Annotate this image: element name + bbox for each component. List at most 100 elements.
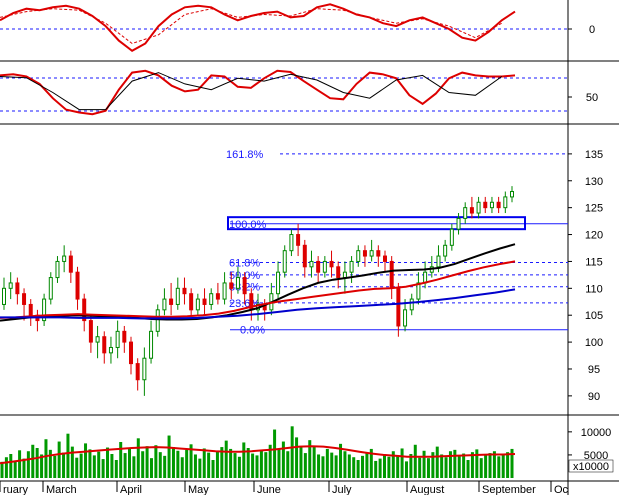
candle-body (469, 207, 474, 214)
candle-body (356, 250, 361, 262)
volume-multiplier-box (568, 459, 614, 473)
candle-body (195, 298, 200, 311)
oscillator-2-series-line (0, 69, 516, 116)
volume-bar (317, 454, 321, 478)
volume-bar (312, 446, 316, 478)
volume-bar (128, 448, 131, 478)
volume-bar (303, 453, 307, 478)
volume-bar (435, 446, 439, 478)
volume-bar (202, 448, 206, 478)
candle-body (369, 250, 374, 257)
volume-bar (378, 458, 382, 478)
candle-body (55, 260, 60, 279)
volume-bar (334, 455, 338, 478)
volume-bar (88, 449, 92, 478)
candle-body (329, 260, 334, 268)
candle-body (483, 201, 488, 209)
oscillator-1-series-line (0, 8, 503, 45)
candle-body (316, 260, 321, 273)
candle-body (175, 287, 180, 305)
candle-body (48, 277, 53, 300)
volume-bar (136, 438, 140, 478)
candle-body (142, 357, 147, 381)
candle-body (503, 196, 508, 209)
x-tick-label: Oc (554, 484, 569, 495)
y-tick-label: 105 (585, 310, 603, 322)
oscillator-1-series-line (0, 3, 516, 52)
volume-bar (374, 460, 378, 478)
candle-body (242, 277, 247, 295)
volume-bar (418, 457, 422, 478)
volume-bar (281, 441, 285, 478)
volume-bar (4, 457, 8, 478)
candle-body (189, 293, 194, 311)
candle-body (396, 287, 401, 327)
oscillator-1-panel (0, 3, 568, 52)
candle-body (456, 217, 461, 230)
volume-bar (277, 448, 281, 478)
volume-bar (325, 448, 329, 478)
volume-bar (44, 439, 48, 478)
volume-bar (479, 458, 483, 478)
volume-bar (501, 453, 505, 478)
candle-body (235, 277, 240, 289)
candle-body (108, 346, 113, 354)
x-tick-label: June (257, 484, 281, 495)
volume-bar (387, 456, 391, 478)
volume-bar (510, 448, 514, 478)
volume-bar (391, 451, 395, 478)
x-tick-label: ruary (3, 484, 29, 495)
candle-body (362, 250, 367, 257)
candle-body (376, 250, 381, 257)
candle-body (68, 255, 73, 273)
candle-body (202, 298, 207, 305)
x-tick-label: March (46, 484, 77, 495)
candle-body (409, 298, 414, 311)
oscillator-2-series-line (0, 72, 503, 111)
volume-bar (242, 442, 246, 478)
candle-body (135, 363, 140, 381)
volume-bar (475, 449, 479, 478)
volume-bar (321, 456, 325, 478)
candle-body (75, 271, 80, 300)
y-tick-label: 0 (589, 24, 595, 36)
moving-average-line (0, 243, 516, 322)
volume-bar (215, 451, 219, 478)
candle-body (496, 201, 501, 209)
candle-body (95, 336, 100, 343)
volume-bar (462, 453, 466, 478)
candle-body (302, 244, 307, 268)
oscillator-2-panel (0, 69, 568, 116)
candle-body (463, 207, 468, 219)
candle-body (149, 330, 154, 359)
volume-bar (145, 446, 149, 478)
volume-bar (207, 452, 211, 478)
volume-bar (123, 453, 127, 478)
volume-bar (383, 454, 386, 478)
volume-bar (422, 450, 426, 478)
y-tick-label: 90 (588, 391, 600, 403)
candle-body (383, 255, 387, 262)
volume-bar (444, 457, 448, 478)
fibonacci-level-label: 0.0% (240, 325, 265, 337)
y-tick-label: 50 (586, 92, 598, 104)
candle-body (169, 298, 174, 305)
y-tick-label: 125 (585, 203, 603, 215)
volume-bar (400, 448, 404, 478)
volume-bar (224, 440, 228, 478)
resistance-box (227, 216, 526, 231)
volume-bar (290, 426, 294, 478)
y-tick-label: 100 (585, 337, 603, 349)
volume-bar (149, 458, 153, 478)
candle-body (122, 330, 127, 343)
volume-bar (198, 458, 202, 478)
candle-body (115, 330, 120, 348)
volume-bar (470, 452, 474, 478)
volume-bar (409, 454, 413, 478)
volume-bar (497, 456, 501, 478)
volume-bar (233, 453, 237, 478)
candle-body (162, 298, 167, 311)
volume-bar (110, 454, 114, 478)
candle-body (28, 303, 33, 316)
